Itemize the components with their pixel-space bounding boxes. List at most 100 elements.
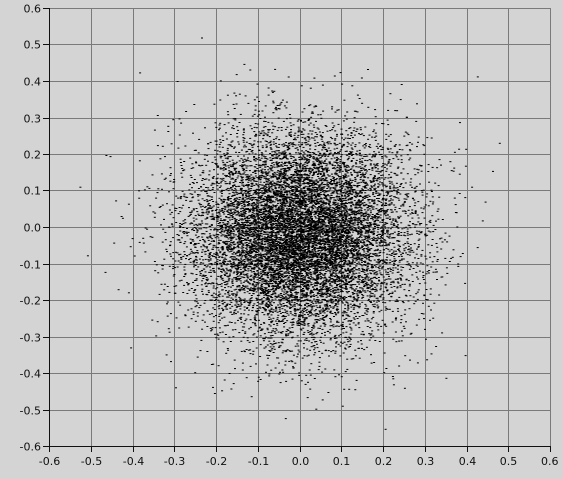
- scatter-point: [364, 236, 367, 238]
- scatter-point: [362, 196, 365, 198]
- scatter-point: [334, 296, 337, 298]
- scatter-point: [367, 177, 370, 179]
- scatter-point: [252, 229, 255, 230]
- scatter-point: [315, 179, 318, 181]
- scatter-point: [195, 255, 197, 257]
- scatter-point: [420, 190, 423, 192]
- scatter-point: [306, 163, 309, 165]
- scatter-point: [228, 232, 231, 233]
- scatter-point: [309, 181, 311, 183]
- scatter-point: [298, 258, 301, 260]
- scatter-point: [346, 314, 349, 316]
- scatter-point: [209, 235, 212, 237]
- scatter-point: [236, 242, 239, 244]
- scatter-point: [310, 309, 313, 311]
- scatter-point: [373, 200, 376, 202]
- scatter-point: [369, 225, 372, 227]
- scatter-point: [401, 275, 404, 277]
- scatter-point: [327, 266, 330, 268]
- scatter-point: [229, 134, 232, 135]
- scatter-point: [231, 159, 234, 161]
- scatter-point: [256, 192, 259, 194]
- scatter-point: [313, 271, 316, 273]
- scatter-point: [402, 325, 405, 327]
- scatter-point: [369, 327, 372, 329]
- scatter-point: [231, 313, 234, 315]
- scatter-point: [276, 259, 279, 261]
- scatter-point: [287, 184, 290, 186]
- scatter-point: [342, 332, 345, 334]
- scatter-point: [380, 281, 383, 283]
- scatter-point: [308, 235, 311, 237]
- scatter-point: [368, 241, 371, 243]
- scatter-point: [299, 255, 302, 257]
- scatter-point: [325, 196, 327, 198]
- scatter-point: [313, 200, 316, 202]
- scatter-point: [216, 177, 219, 179]
- scatter-point: [264, 207, 266, 209]
- scatter-point: [268, 195, 271, 197]
- scatter-point: [231, 285, 234, 287]
- scatter-point: [183, 276, 186, 277]
- scatter-point: [292, 201, 295, 203]
- scatter-point: [174, 210, 177, 212]
- scatter-point: [282, 152, 285, 154]
- scatter-point: [353, 121, 356, 123]
- scatter-point: [356, 257, 359, 259]
- scatter-point: [317, 171, 320, 173]
- scatter-point: [286, 175, 289, 177]
- scatter-point: [208, 207, 211, 209]
- scatter-point: [342, 241, 345, 243]
- scatter-point: [351, 243, 354, 244]
- scatter-point: [266, 216, 269, 218]
- scatter-point: [225, 273, 228, 275]
- scatter-point: [275, 272, 278, 274]
- scatter-point: [373, 175, 376, 177]
- scatter-point: [308, 206, 311, 208]
- scatter-point: [290, 136, 293, 137]
- scatter-point: [202, 314, 205, 316]
- scatter-point: [305, 198, 308, 200]
- scatter-point: [383, 260, 386, 262]
- scatter-point: [380, 201, 383, 203]
- scatter-point: [441, 241, 444, 243]
- scatter-point: [286, 205, 289, 207]
- scatter-point: [476, 247, 479, 249]
- scatter-point: [389, 165, 392, 167]
- scatter-point: [311, 212, 314, 214]
- scatter-point: [308, 369, 311, 371]
- scatter-point: [332, 248, 335, 250]
- scatter-point: [245, 264, 248, 266]
- scatter-point: [284, 182, 287, 183]
- scatter-point: [219, 167, 222, 169]
- scatter-point: [245, 242, 248, 243]
- scatter-point: [292, 258, 295, 260]
- scatter-point: [226, 223, 229, 225]
- scatter-point: [276, 311, 279, 313]
- scatter-point: [288, 264, 291, 266]
- scatter-point: [283, 212, 286, 214]
- scatter-point: [246, 175, 249, 177]
- scatter-point: [253, 274, 256, 275]
- scatter-point: [361, 282, 364, 284]
- scatter-point: [339, 285, 342, 287]
- scatter-point: [344, 283, 347, 285]
- scatter-point: [220, 262, 223, 264]
- scatter-point: [291, 272, 294, 274]
- scatter-point: [358, 307, 361, 309]
- scatter-point: [212, 287, 215, 289]
- scatter-point: [289, 240, 292, 241]
- scatter-point: [195, 149, 197, 151]
- scatter-point: [249, 263, 252, 264]
- scatter-point: [403, 198, 406, 200]
- scatter-point: [263, 216, 266, 218]
- scatter-point: [204, 127, 206, 129]
- scatter-point: [228, 269, 231, 271]
- scatter-point: [301, 203, 303, 205]
- scatter-point: [316, 276, 318, 278]
- scatter-point: [297, 274, 300, 276]
- scatter-point: [334, 200, 337, 202]
- scatter-point: [294, 137, 297, 139]
- scatter-point: [219, 293, 222, 295]
- scatter-point: [361, 161, 364, 163]
